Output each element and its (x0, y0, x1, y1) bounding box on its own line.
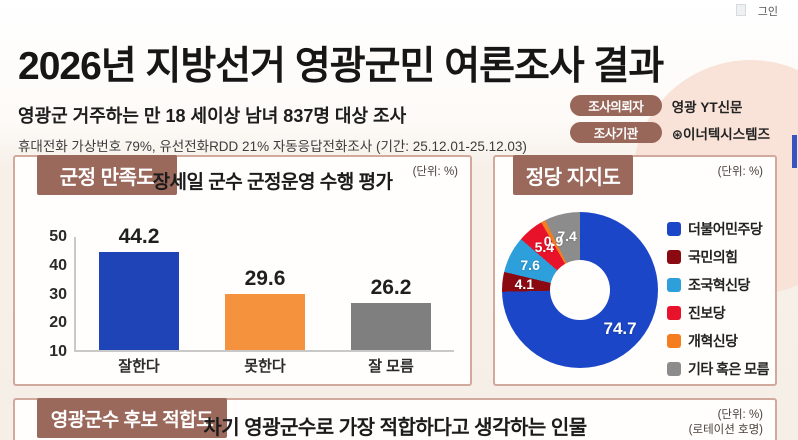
legend-swatch-icon (667, 222, 681, 236)
bar-column: 26.2 잘 모름 (351, 276, 431, 375)
bar-column: 29.6 못한다 (225, 266, 305, 375)
legend-swatch-icon (667, 306, 681, 320)
bar-category-label: 못한다 (244, 358, 286, 375)
legend-item: 더불어민주당 (667, 219, 769, 239)
satisfaction-chart-title: 장세일 군수 군정운영 수행 평가 (152, 172, 393, 193)
y-tick-label: 20 (49, 314, 67, 332)
y-tick-label: 10 (49, 343, 67, 360)
bar-value-label: 29.6 (244, 266, 286, 290)
legend-swatch-icon (667, 362, 681, 376)
party-donut-chart: 74.7 4.1 7.6 5.4 0.9 7.4 (502, 212, 658, 368)
donut-ring: 74.7 4.1 7.6 5.4 0.9 7.4 (502, 212, 658, 368)
text-cursor-box (736, 4, 746, 16)
commissioner-badge: 조사의뢰자 (569, 95, 662, 116)
commission-info: 조사의뢰자 영광 YT신문 조사기관 ⊛이너텍시스템즈 (569, 95, 770, 149)
bar-value-label: 44.2 (118, 224, 160, 248)
commissioner-row: 조사의뢰자 영광 YT신문 (569, 95, 770, 116)
donut-slice-label: 5.4 (534, 238, 555, 255)
scrollbar-thumb[interactable] (792, 135, 797, 168)
donut-slice-label: 7.4 (557, 227, 577, 244)
legend-item: 개혁신당 (667, 331, 769, 351)
legend-label: 기타 혹은 모름 (688, 361, 770, 377)
agency-row: 조사기관 ⊛이너텍시스템즈 (569, 122, 770, 143)
candidate-unit-line: (단위: %) (717, 409, 763, 421)
donut-slice-label: 74.7 (603, 319, 637, 339)
party-panel-badge: 정당 지지도 (513, 155, 633, 195)
legend-item: 국민의힘 (667, 247, 769, 267)
legend-swatch-icon (667, 250, 681, 264)
bar-chart-plot: 44.2 잘한다 29.6 못한다 26.2 잘 모름 (74, 225, 454, 375)
legend-item: 진보당 (667, 303, 769, 323)
donut-slice-label: 7.6 (520, 256, 540, 273)
bar (351, 303, 431, 350)
satisfaction-unit-label: (단위: %) (412, 166, 458, 178)
satisfaction-panel-badge: 군정 만족도 (37, 155, 177, 195)
candidate-rotation-note: (로테이션 호명) (688, 424, 763, 436)
donut-hole (550, 260, 610, 320)
candidate-suitability-panel: 영광군수 후보 적합도 차기 영광군수로 가장 적합하다고 생각하는 인물 (단… (13, 398, 777, 440)
party-support-panel: 정당 지지도 (단위: %) 74.7 4.1 7.6 5.4 0.9 7.4 더불어민주… (493, 155, 777, 386)
bar-value-label: 26.2 (370, 276, 412, 300)
page-title: 2026년 지방선거 영광군민 여론조사 결과 (18, 35, 798, 91)
agency-badge: 조사기관 (569, 122, 662, 143)
satisfaction-bar-chart: 10 20 30 40 50 44.2 잘한다 29.6 못한다 26.2 잘 모름 (29, 225, 459, 375)
legend-item: 기타 혹은 모름 (667, 359, 770, 379)
bar-column: 44.2 잘한다 (99, 224, 179, 375)
legend-swatch-icon (667, 334, 681, 348)
bar-category-label: 잘 모름 (368, 358, 414, 375)
page-title-rest: 영광군민 여론조사 결과 (285, 45, 664, 88)
bar (99, 251, 179, 350)
bar (225, 293, 305, 350)
header: 2026년 지방선거 영광군민 여론조사 결과 영광군 거주하는 만 18 세이… (18, 0, 798, 155)
login-link-fragment[interactable]: 그인 (757, 6, 778, 18)
donut-slice-label: 0.9 (543, 232, 564, 249)
candidate-panel-badge: 영광군수 후보 적합도 (37, 398, 227, 438)
donut-slice-label: 4.1 (514, 276, 535, 293)
legend-swatch-icon (667, 278, 681, 292)
bar-category-label: 잘한다 (118, 358, 160, 375)
legend-label: 개혁신당 (688, 333, 738, 349)
legend-label: 더불어민주당 (688, 221, 763, 237)
y-tick-label: 30 (49, 285, 67, 303)
legend-label: 진보당 (688, 305, 726, 321)
y-tick-label: 40 (49, 256, 67, 274)
commissioner-value: 영광 YT신문 (671, 99, 743, 115)
y-tick-label: 50 (49, 228, 67, 245)
survey-subject-subtitle: 영광군 거주하는 만 18 세이상 남녀 837명 대상 조사 (18, 106, 407, 126)
survey-methodology-text: 휴대전화 가상번호 79%, 유선전화RDD 21% 자동응답전화조사 (기간:… (18, 139, 527, 154)
candidate-chart-title: 차기 영광군수로 가장 적합하다고 생각하는 인물 (203, 417, 587, 439)
legend-item: 조국혁신당 (667, 275, 769, 295)
legend-label: 국민의힘 (688, 249, 738, 265)
satisfaction-panel: 군정 만족도 장세일 군수 군정운영 수행 평가 (단위: %) 10 20 30 4… (13, 155, 472, 386)
legend-label: 조국혁신당 (688, 277, 750, 293)
party-unit-label: (단위: %) (717, 166, 763, 178)
agency-value: ⊛이너텍시스템즈 (671, 126, 770, 142)
candidate-unit-label: (단위: %) (로테이션 호명) (689, 408, 763, 438)
page-title-strong: 2026년 지방선거 (18, 45, 286, 88)
